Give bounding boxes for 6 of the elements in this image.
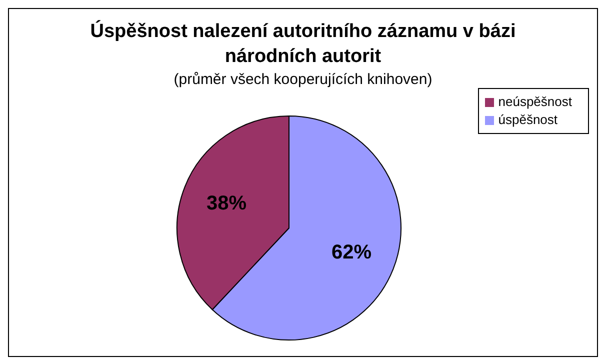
chart-title: Úspěšnost nalezení autoritního záznamu v bázi národních autorit <box>89 19 517 69</box>
data-label: 38% <box>206 192 247 214</box>
data-label: 62% <box>331 242 372 264</box>
chart-subtitle: (průměr všech kooperujících knihoven) <box>172 71 434 88</box>
legend-label: neúspěšnost <box>498 94 572 109</box>
legend-label: úspěšnost <box>498 112 558 127</box>
